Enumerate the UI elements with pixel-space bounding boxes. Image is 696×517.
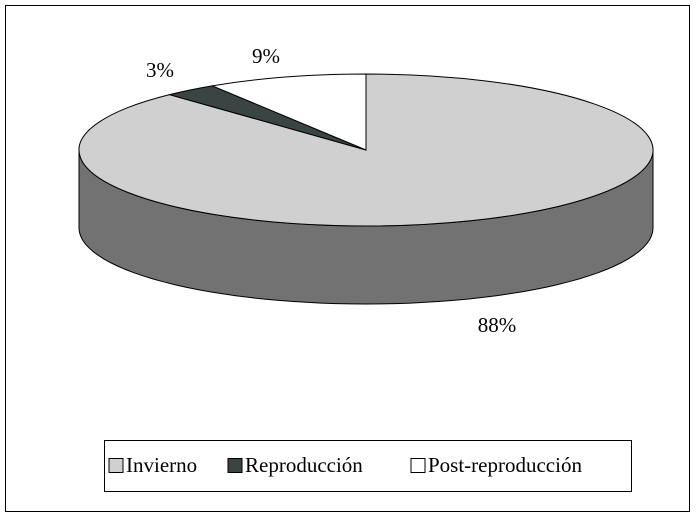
legend-label: Reproducción [245, 453, 363, 477]
legend-swatch [108, 458, 124, 473]
data-label: 9% [252, 44, 280, 68]
legend-swatch [227, 458, 243, 473]
legend-label: Invierno [126, 453, 197, 477]
legend-label: Post-reproducción [428, 453, 582, 477]
pie-slice [210, 73, 367, 151]
data-label: 3% [146, 58, 174, 82]
legend-swatch [410, 458, 426, 473]
legend-box [104, 440, 632, 492]
data-label: 88% [478, 313, 517, 337]
